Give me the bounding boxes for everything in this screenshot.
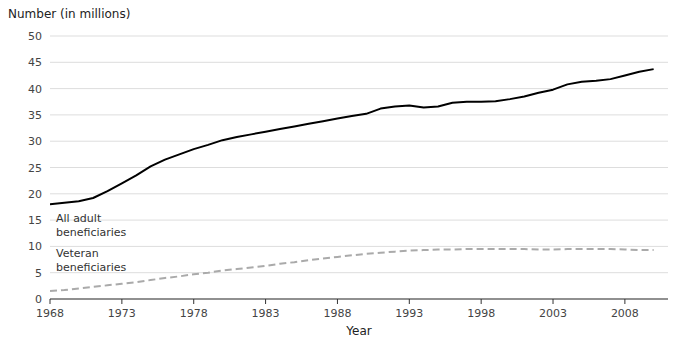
- grid-line: [50, 141, 668, 142]
- plot-area: [50, 69, 654, 291]
- y-tick-label: 30: [28, 135, 42, 148]
- y-tick-label: 20: [28, 188, 42, 201]
- x-tick: [624, 299, 625, 304]
- x-tick-label: 2003: [539, 307, 567, 320]
- x-tick: [337, 299, 338, 304]
- y-tick-label: 5: [35, 267, 42, 280]
- series-label: Veteranbeneficiaries: [56, 247, 127, 274]
- y-tick-label: 40: [28, 83, 42, 96]
- y-tick-label: 0: [35, 293, 42, 306]
- grid-line: [50, 193, 668, 194]
- grid-line: [50, 88, 668, 89]
- y-tick-label: 50: [28, 30, 42, 43]
- y-axis-label: Number (in millions): [8, 7, 130, 21]
- x-tick-label: 1978: [180, 307, 208, 320]
- grid-line: [50, 220, 668, 221]
- x-axis-line: [50, 299, 668, 300]
- chart: 0 5 10 15 20 25 30 35 40 45 50 1968 1973 1978 1983 1988…: [0, 0, 684, 341]
- grid-line: [50, 272, 668, 273]
- y-tick-label: 15: [28, 214, 42, 227]
- y-tick-label: 35: [28, 109, 42, 122]
- grid: [50, 36, 668, 299]
- grid-line: [50, 299, 668, 300]
- x-tick-label: 1968: [36, 307, 64, 320]
- x-axis-label: Year: [345, 324, 371, 338]
- y-tick-label: 10: [28, 240, 42, 253]
- x-tick: [481, 299, 482, 304]
- series-label: All adultbeneficiaries: [56, 212, 127, 239]
- x-tick: [193, 299, 194, 304]
- series-line: [50, 249, 654, 291]
- x-tick-label: 1988: [323, 307, 351, 320]
- x-tick: [50, 299, 51, 304]
- y-tick-label: 25: [28, 162, 42, 175]
- grid-line: [50, 36, 668, 37]
- x-tick: [121, 299, 122, 304]
- x-tick-label: 1983: [252, 307, 280, 320]
- x-tick-label: 1993: [395, 307, 423, 320]
- series-line: [50, 69, 654, 204]
- x-tick-label: 1973: [108, 307, 136, 320]
- grid-line: [50, 246, 668, 247]
- x-tick-label: 2008: [611, 307, 639, 320]
- x-tick: [553, 299, 554, 304]
- x-tick-label: 1998: [467, 307, 495, 320]
- x-tick: [265, 299, 266, 304]
- x-tick: [409, 299, 410, 304]
- y-tick-label: 45: [28, 56, 42, 69]
- grid-line: [50, 167, 668, 168]
- grid-line: [50, 62, 668, 63]
